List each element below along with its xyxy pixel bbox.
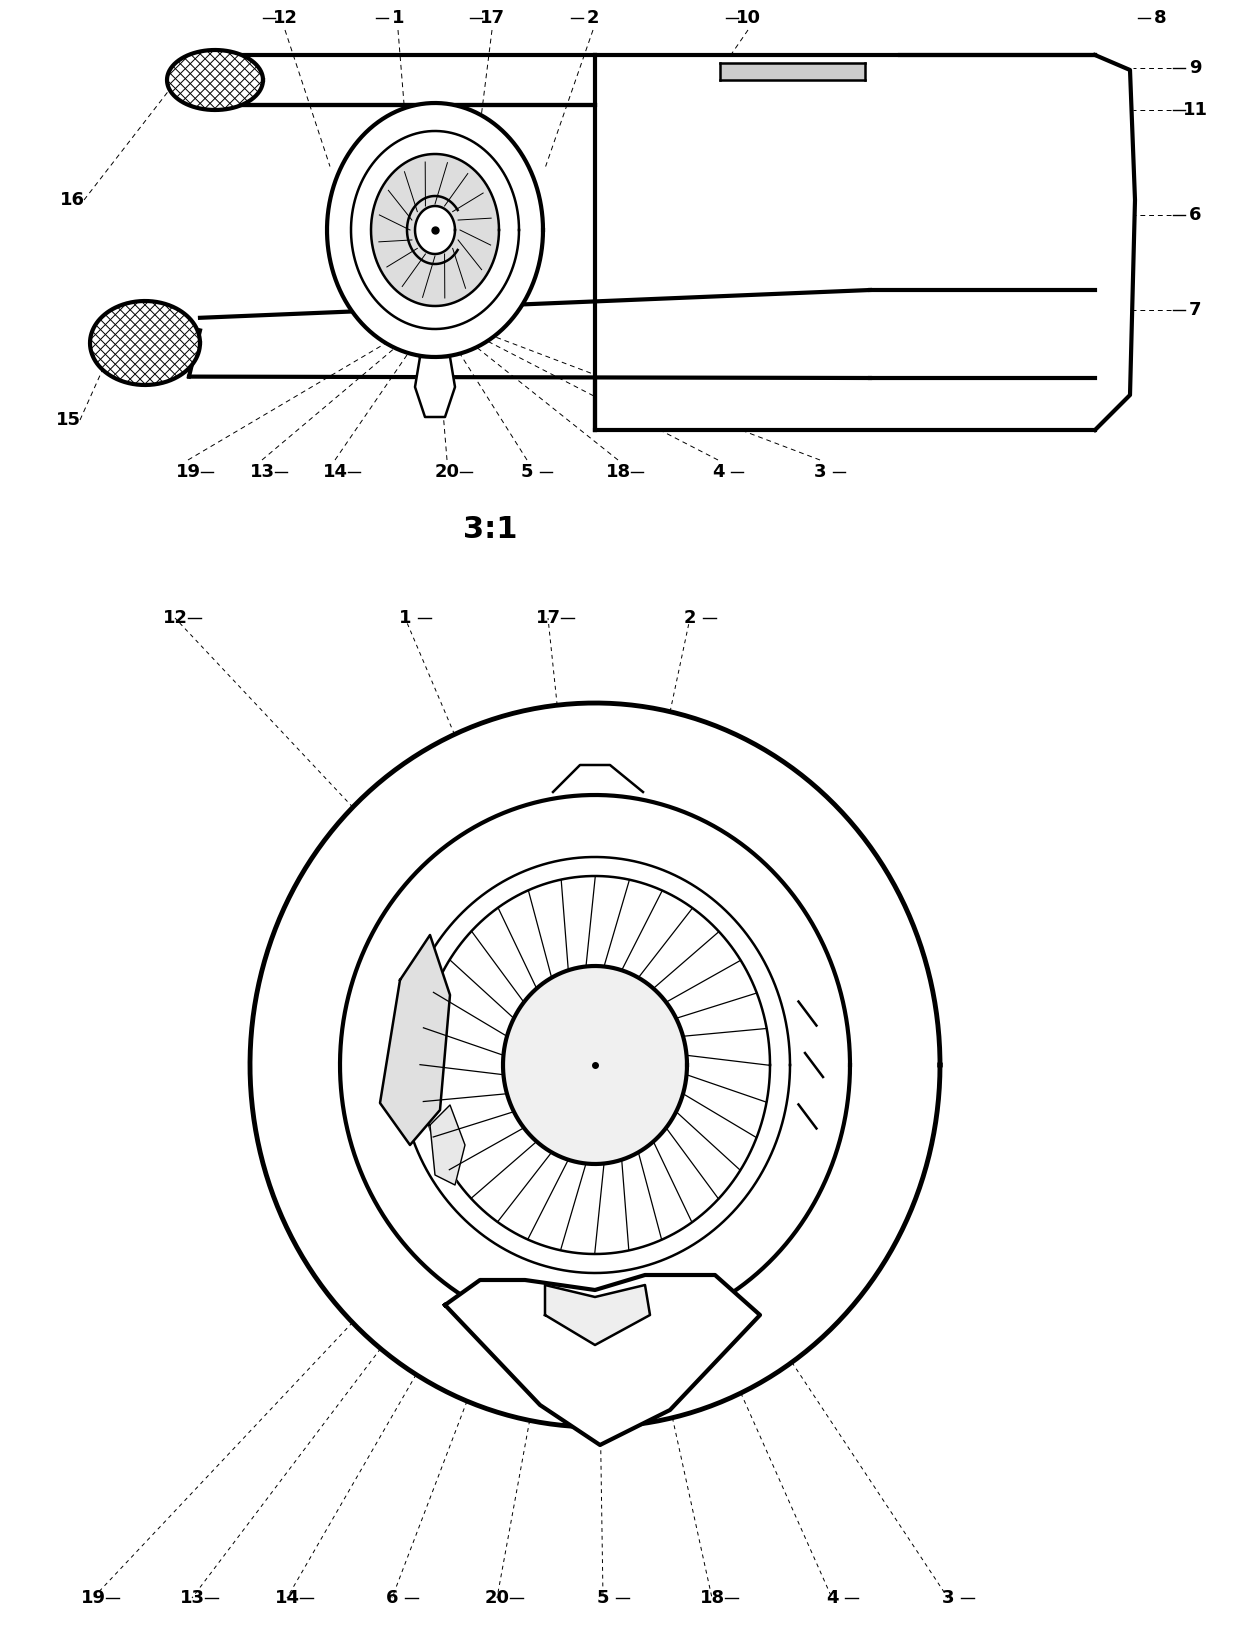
Polygon shape (91, 300, 200, 385)
Text: 7: 7 (1189, 300, 1202, 318)
Text: 14: 14 (322, 463, 347, 481)
Polygon shape (415, 206, 455, 255)
Polygon shape (720, 64, 866, 80)
Polygon shape (379, 935, 450, 1146)
Text: 16: 16 (60, 191, 84, 209)
Text: 17: 17 (480, 10, 505, 28)
Text: 2: 2 (587, 10, 599, 28)
Text: 6: 6 (1189, 206, 1202, 224)
Polygon shape (595, 55, 1130, 429)
Text: 2: 2 (683, 609, 696, 627)
Text: 8: 8 (1153, 10, 1167, 28)
Text: 1: 1 (392, 10, 404, 28)
Text: 14: 14 (274, 1590, 300, 1608)
Text: 18: 18 (605, 463, 631, 481)
Text: 3: 3 (813, 463, 826, 481)
Polygon shape (327, 103, 543, 357)
Text: 19: 19 (81, 1590, 105, 1608)
Text: 3: 3 (941, 1590, 955, 1608)
Text: 4: 4 (826, 1590, 838, 1608)
Polygon shape (546, 1284, 650, 1345)
Text: 18: 18 (699, 1590, 724, 1608)
Text: 13: 13 (249, 463, 274, 481)
Text: 20: 20 (434, 463, 460, 481)
Text: 17: 17 (536, 609, 560, 627)
Polygon shape (167, 51, 263, 109)
Text: 19: 19 (176, 463, 201, 481)
Text: 20: 20 (485, 1590, 510, 1608)
Text: 5: 5 (521, 463, 533, 481)
Polygon shape (371, 153, 498, 305)
Text: 6: 6 (386, 1590, 398, 1608)
Text: 15: 15 (56, 411, 81, 429)
Polygon shape (430, 1105, 465, 1185)
Text: 4: 4 (712, 463, 724, 481)
Text: 9: 9 (1189, 59, 1202, 77)
Text: 13: 13 (180, 1590, 205, 1608)
Text: 5: 5 (596, 1590, 609, 1608)
Text: 1: 1 (399, 609, 412, 627)
Polygon shape (503, 966, 687, 1164)
Text: 10: 10 (735, 10, 760, 28)
Text: 11: 11 (1183, 101, 1208, 119)
Polygon shape (415, 357, 455, 418)
Text: 12: 12 (273, 10, 298, 28)
Text: 3:1: 3:1 (463, 516, 517, 545)
Polygon shape (250, 703, 940, 1426)
Text: 12: 12 (162, 609, 187, 627)
Polygon shape (445, 1275, 760, 1444)
